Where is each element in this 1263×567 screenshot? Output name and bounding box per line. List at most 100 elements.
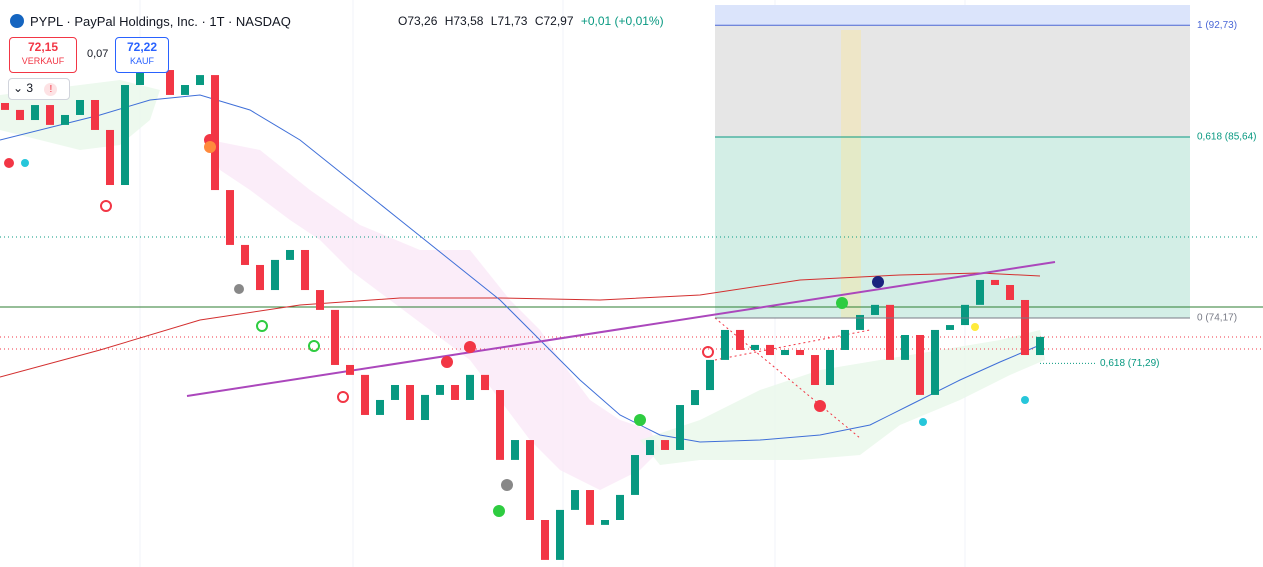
candles: [1, 49, 1044, 560]
highlight: [841, 30, 861, 318]
ohlc: O73,26 H73,58 L71,73 C72,97 +0,01 (+0,01…: [398, 14, 668, 28]
candle-body: [451, 384, 459, 400]
indicator-count: 3: [26, 81, 34, 95]
moving-average: [0, 272, 1041, 378]
candle-body: [211, 75, 219, 191]
candle-body: [931, 329, 939, 395]
buy-label: KAUF: [129, 56, 154, 66]
candle-body: [676, 405, 684, 450]
candle-body: [841, 329, 849, 350]
fib-band: [715, 137, 1190, 318]
candle-body: [826, 349, 834, 385]
fib-box: [715, 5, 1190, 318]
high: H73,58: [444, 14, 484, 28]
candle-body: [811, 355, 819, 385]
candle-body: [541, 519, 549, 560]
sell-price: 72,15: [27, 40, 59, 54]
candle-body: [586, 490, 594, 525]
signals: [4, 134, 1029, 517]
moving-average: [0, 94, 1041, 443]
change: +0,01 (+0,01%): [580, 14, 664, 28]
warning-icon: !: [44, 83, 58, 96]
fib-label: 0,618 (71,29): [1100, 358, 1160, 369]
candle-body: [796, 349, 804, 356]
candle-body: [511, 440, 519, 460]
candle-body: [691, 390, 699, 406]
candle-body: [616, 494, 624, 520]
sell-label: VERKAUF: [21, 56, 65, 66]
candle-body: [526, 440, 534, 520]
candle-body: [991, 279, 999, 285]
candle-body: [1, 102, 9, 110]
candle-body: [271, 259, 279, 291]
candle-body: [466, 374, 474, 400]
candle-body: [556, 509, 564, 560]
candle-body: [346, 364, 354, 375]
candle-body: [946, 325, 954, 330]
candle-body: [916, 334, 924, 395]
buy-button[interactable]: 72,22 KAUF: [115, 37, 169, 73]
candle-body: [1006, 284, 1014, 300]
candle-body: [901, 334, 909, 360]
candle-body: [886, 304, 894, 360]
spread: 0,07: [87, 48, 109, 60]
fib-label: 0,618 (85,64): [1197, 132, 1257, 143]
candle-body: [46, 105, 54, 125]
candle-body: [376, 399, 384, 415]
candle-body: [196, 75, 204, 86]
candle-body: [286, 249, 294, 260]
candle-body: [496, 390, 504, 460]
candle-body: [181, 85, 189, 95]
candle-body: [436, 384, 444, 395]
candle-body: [751, 344, 759, 350]
candle-body: [256, 264, 264, 291]
cloud: [640, 330, 1045, 465]
candle-body: [361, 374, 369, 415]
indicator-toggle[interactable]: ⌄ 3 !: [8, 78, 70, 100]
candle-body: [631, 455, 639, 495]
candle-body: [241, 244, 249, 265]
low: L71,73: [490, 14, 528, 28]
chevron: ⌄: [13, 81, 24, 95]
candle-body: [706, 359, 714, 391]
candle-body: [721, 329, 729, 360]
candle-body: [1021, 299, 1029, 356]
candle-body: [601, 519, 609, 525]
fib-label: 1 (92,73): [1197, 20, 1237, 31]
candle-body: [76, 99, 84, 115]
logo: [10, 14, 24, 28]
candle-body: [646, 440, 654, 456]
fib-band: [715, 5, 1190, 26]
candle-body: [421, 394, 429, 421]
candle-body: [871, 304, 879, 315]
candle-body: [91, 99, 99, 130]
cloud: [210, 140, 660, 490]
fib-labels: 1 (92,73) 0,618 (85,64) 0 (74,17) 0,618 (71…: [715, 20, 1257, 369]
candle-body: [61, 114, 69, 125]
candle-body: [391, 384, 399, 400]
candle-body: [781, 349, 789, 356]
close: C72,97: [534, 14, 574, 28]
fib-band: [715, 25, 1190, 138]
candle-body: [406, 384, 414, 421]
candle-body: [856, 314, 864, 330]
candle-body: [301, 249, 309, 291]
candle-body: [16, 109, 24, 121]
candle-body: [226, 190, 234, 245]
buy-price: 72,22: [126, 40, 158, 54]
open: O73,26: [398, 14, 438, 28]
candle-body: [481, 374, 489, 391]
candle-body: [976, 279, 984, 305]
sell-button[interactable]: 72,15 VERKAUF: [9, 37, 77, 73]
candle-body: [1036, 336, 1044, 356]
candle-body: [106, 129, 114, 186]
candle-body: [961, 304, 969, 326]
candle-body: [331, 309, 339, 365]
fib-label: 0 (74,17): [1197, 313, 1237, 324]
candle-body: [661, 440, 669, 450]
candle-body: [736, 329, 744, 350]
trend-line: [186, 261, 1056, 397]
candle-body: [316, 290, 324, 310]
candle-body: [121, 85, 129, 186]
